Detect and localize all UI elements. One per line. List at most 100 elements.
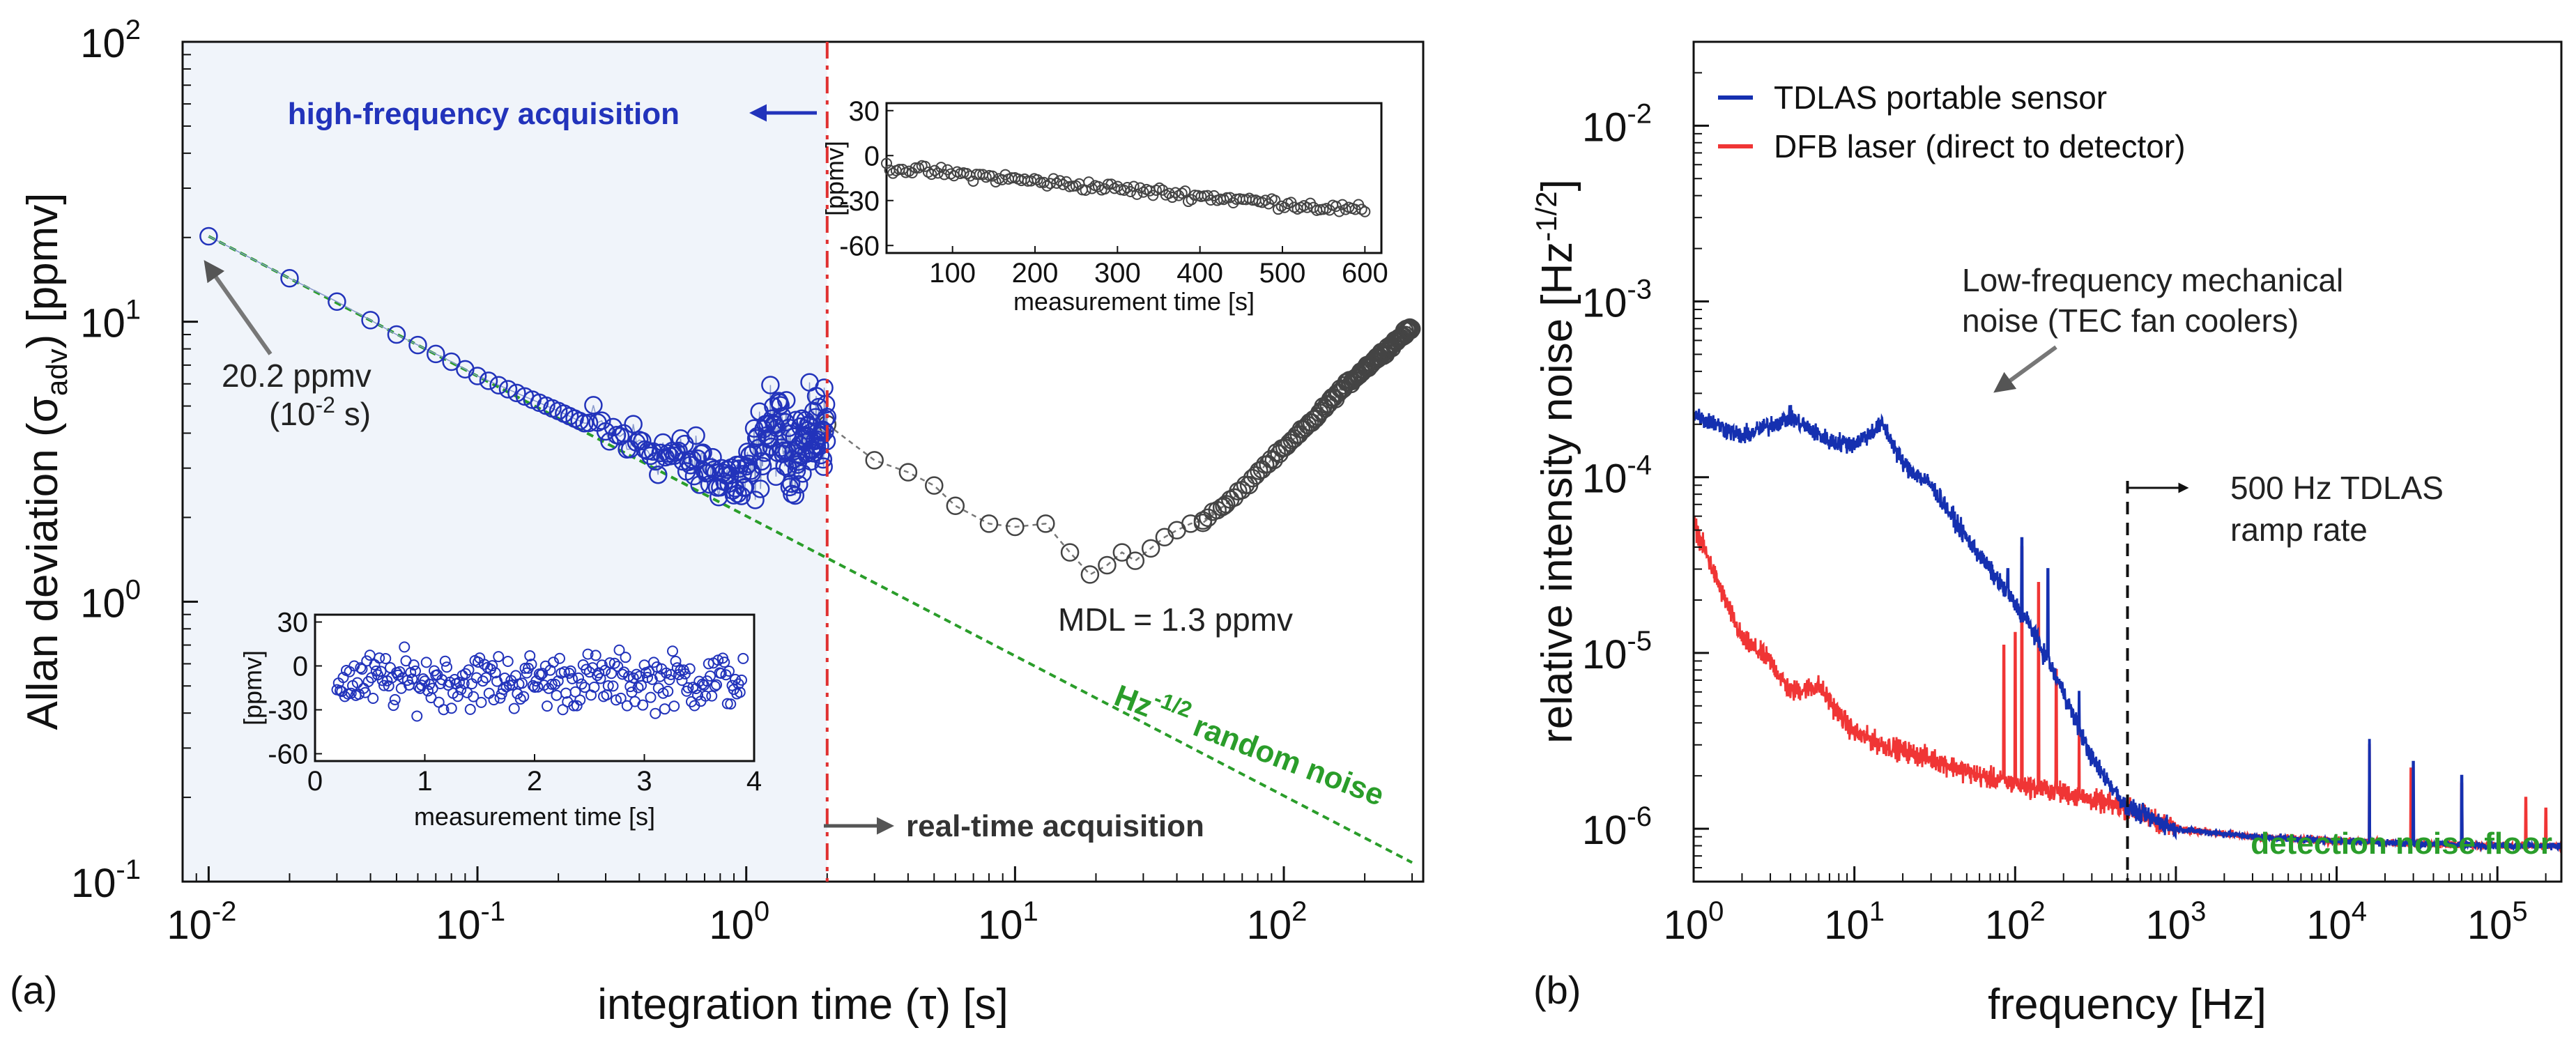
inset-point <box>613 644 625 656</box>
allan-point-real-time <box>1246 466 1265 485</box>
inset-point <box>682 682 694 693</box>
y-tick-label: 10-1 <box>71 854 141 906</box>
start-value-arrow <box>204 260 273 355</box>
inset-point <box>445 703 457 714</box>
inset-point <box>711 679 722 691</box>
legend-label-dfb: DFB laser (direct to detector) <box>1774 128 2186 164</box>
allan-point-real-time <box>925 476 944 495</box>
inset-point <box>399 641 411 653</box>
inset-point <box>935 162 947 174</box>
inset-point <box>576 678 588 690</box>
y-tick-label: 102 <box>80 15 141 66</box>
inset-point <box>489 667 501 679</box>
allan-point-high-frequency <box>575 413 594 433</box>
inset-y-tick-label: 0 <box>293 652 308 682</box>
inset-point <box>1032 174 1043 185</box>
inset-point <box>351 677 363 689</box>
panel-b-label: (b) <box>1533 968 1581 1012</box>
allan-point-high-frequency <box>814 457 833 476</box>
inset-point <box>1131 188 1143 200</box>
inset-point <box>670 655 682 667</box>
noise-line-label: Hz-1/2 random noise <box>1110 672 1391 813</box>
inset-point <box>518 691 530 703</box>
inset-point <box>676 675 688 686</box>
inset-point <box>410 665 421 677</box>
tdlas-sensor-series <box>1694 405 2561 853</box>
x-tick-label: 102 <box>1985 896 2046 948</box>
real-time-inset: 100 200 300 400 500 600 300-30-60 measurement… <box>820 96 1388 316</box>
inset-point <box>374 652 385 664</box>
allan-point-high-frequency <box>776 391 796 410</box>
y-tick-label: 10-2 <box>1582 98 1652 150</box>
allan-point-real-time <box>1141 539 1160 558</box>
inset-point <box>1179 185 1191 197</box>
inset-point <box>549 678 561 690</box>
inset-point <box>582 648 594 660</box>
inset-point <box>881 158 892 169</box>
start-value-label: 20.2 ppmv <box>222 358 371 394</box>
inset-x-tick-label: 500 <box>1259 258 1306 289</box>
legend-label-tdlas: TDLAS portable sensor <box>1774 79 2107 116</box>
spectrum-trace <box>1694 405 2561 853</box>
inset-point <box>692 689 703 701</box>
high-frequency-inset-x-title: measurement time [s] <box>414 802 655 831</box>
inset-point <box>519 662 531 674</box>
inset-point <box>355 662 367 674</box>
allan-point-high-frequency <box>758 414 777 433</box>
x-tick-label: 100 <box>709 896 769 948</box>
inset-point <box>571 700 583 712</box>
allan-point-high-frequency <box>813 450 833 469</box>
inset-point <box>1272 204 1284 215</box>
allan-point-high-frequency <box>732 486 751 505</box>
inset-point <box>454 677 465 689</box>
inset-point <box>620 652 631 663</box>
inset-point <box>455 684 467 696</box>
allan-point-high-frequency <box>361 311 380 330</box>
allan-point-real-time <box>1282 431 1301 450</box>
allan-point-high-frequency <box>771 396 790 415</box>
allan-point-high-frequency <box>199 227 218 246</box>
panel-a-y-ticks: 10-1 100 101 102 <box>71 15 198 906</box>
inset-point <box>736 674 747 686</box>
inset-point <box>645 691 657 703</box>
y-tick-label: 101 <box>80 295 141 346</box>
inset-y-tick-label: -60 <box>268 739 308 770</box>
high-frequency-inset-points <box>331 641 749 722</box>
allan-point-high-frequency <box>468 367 487 385</box>
inset-x-tick-label: 1 <box>417 766 432 797</box>
allan-point-high-frequency <box>761 376 780 394</box>
inset-point <box>709 680 721 692</box>
panel-a-label: (a) <box>10 968 57 1012</box>
high-frequency-inset-x-ticks: 0 1 2 3 4 <box>307 754 762 797</box>
inset-point <box>438 704 450 716</box>
inset-point <box>389 693 401 705</box>
panel-a-y-axis-title: Allan deviation (σadv) [ppmv] <box>19 192 73 730</box>
inset-point <box>1176 187 1188 199</box>
allan-point-high-frequency <box>479 371 498 390</box>
inset-point <box>719 657 730 668</box>
inset-point <box>1359 206 1371 217</box>
inset-point <box>720 669 732 681</box>
allan-point-high-frequency <box>648 465 668 484</box>
allan-point-high-frequency <box>604 417 623 437</box>
panel-b: 100 101 102 103 104 105 10-610-510-410-310-2 … <box>1530 40 2563 1029</box>
mech-noise-label-line1: Low-frequency mechanical <box>1962 262 2343 298</box>
inset-point <box>565 665 576 677</box>
inset-point <box>1333 206 1345 217</box>
inset-point <box>408 659 420 671</box>
inset-point <box>1038 176 1050 188</box>
inset-point <box>436 674 448 686</box>
allan-point-high-frequency <box>669 441 688 461</box>
inset-x-tick-label: 3 <box>636 766 652 797</box>
inset-point <box>608 657 620 669</box>
real-time-inset-points <box>881 158 1371 217</box>
inset-point <box>664 674 675 686</box>
inset-point <box>646 673 658 685</box>
allan-point-high-frequency <box>328 292 346 312</box>
allan-point-high-frequency <box>693 443 712 462</box>
allan-point-high-frequency <box>790 475 808 494</box>
inset-point <box>480 672 492 684</box>
inset-point <box>486 660 498 672</box>
allan-point-real-time <box>1181 514 1200 533</box>
allan-point-real-time <box>1036 514 1055 533</box>
